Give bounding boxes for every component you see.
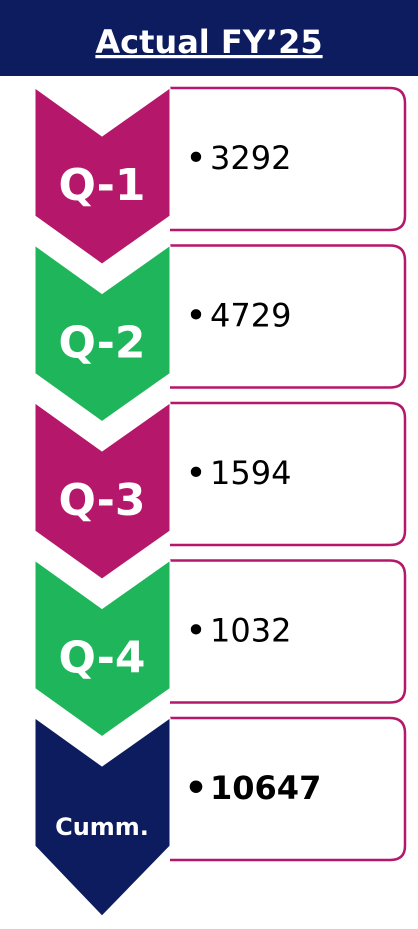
value-box xyxy=(170,86,407,232)
step-value: 1032 xyxy=(210,612,291,650)
bullet: • xyxy=(185,453,206,494)
value-box xyxy=(170,244,407,389)
chevron xyxy=(34,402,171,580)
chevron xyxy=(34,717,171,917)
value-box xyxy=(170,716,407,862)
bullet: • xyxy=(185,611,206,652)
step-label: Q-2 xyxy=(58,318,145,369)
value-box xyxy=(170,559,407,704)
step-value: 4729 xyxy=(210,297,291,335)
chevron xyxy=(34,559,171,738)
step-label: Q-3 xyxy=(58,475,145,526)
bullet: • xyxy=(184,768,207,809)
step-label: Cumm. xyxy=(55,813,149,841)
step-label: Q-1 xyxy=(58,160,145,211)
header-bar xyxy=(0,0,418,76)
bullet: • xyxy=(185,296,206,337)
header-title: Actual FY’25 xyxy=(95,23,322,61)
chevron xyxy=(34,87,171,265)
chevron xyxy=(34,244,171,423)
step-label: Q-4 xyxy=(58,633,145,684)
bullet: • xyxy=(185,138,206,179)
step-value: 3292 xyxy=(210,139,291,177)
step-value: 1594 xyxy=(210,454,291,492)
value-box xyxy=(170,401,407,547)
step-value: 10647 xyxy=(210,769,321,807)
